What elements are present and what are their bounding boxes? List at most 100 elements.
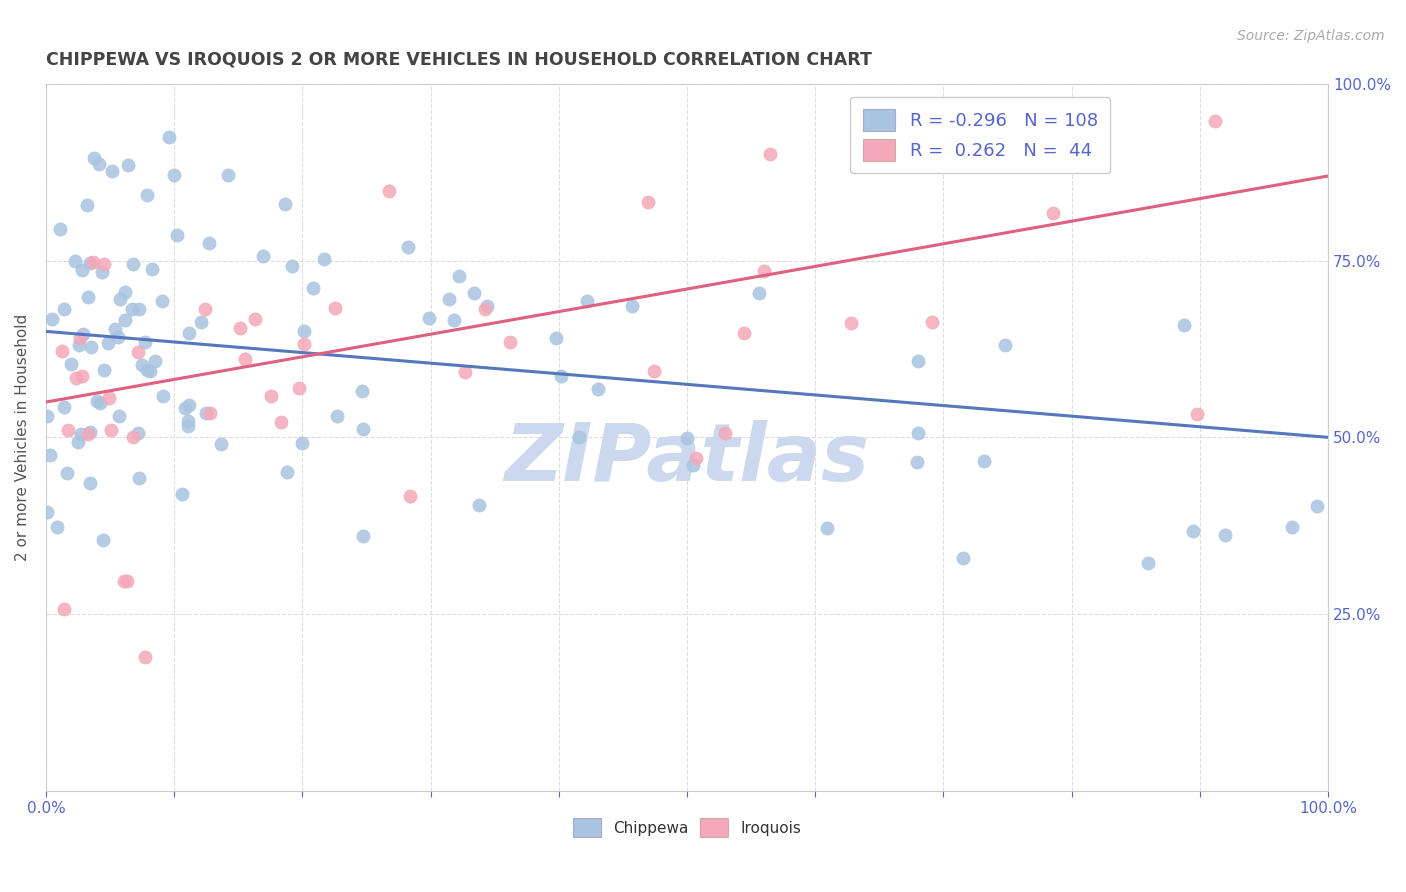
Point (66, 434, 89, 449)
Point (575, 294, 598, 309)
Point (190, 315, 212, 329)
Point (468, 498, 491, 512)
Point (676, 431, 699, 445)
Point (122, 257, 145, 271)
Point (449, 268, 471, 283)
Point (550, 369, 572, 384)
Point (139, 363, 162, 377)
Text: ZIPatlas: ZIPatlas (505, 419, 869, 498)
Point (49, 221, 72, 235)
Point (281, 259, 304, 273)
Point (65, 253, 87, 268)
Point (89, 395, 111, 409)
Point (292, 324, 315, 338)
Point (52, 302, 75, 317)
Point (682, 458, 704, 472)
Point (79, 256, 101, 270)
Point (396, 240, 419, 254)
Point (1185, 407, 1208, 421)
Point (418, 310, 440, 325)
Point (233, 351, 256, 366)
Point (1208, 62, 1230, 77)
Point (134, 334, 156, 349)
Point (77, 427, 100, 442)
Point (921, 316, 943, 330)
Point (907, 354, 929, 368)
Point (100, 423, 122, 437)
Point (93, 533, 115, 547)
Point (35, 505, 58, 519)
Point (637, 194, 659, 209)
Point (973, 454, 995, 468)
Point (128, 471, 150, 485)
Point (60, 357, 83, 371)
Point (135, 363, 157, 377)
Point (194, 406, 217, 420)
Point (748, 286, 770, 301)
Point (98, 391, 121, 405)
Point (733, 326, 755, 340)
Point (474, 302, 496, 317)
Point (1042, 205, 1064, 219)
Point (1213, 528, 1236, 542)
Point (398, 489, 420, 503)
Point (567, 430, 589, 444)
Point (122, 430, 145, 444)
Point (291, 435, 314, 450)
Point (759, 147, 782, 161)
Point (135, 187, 157, 202)
Point (76, 290, 98, 304)
Point (274, 197, 297, 211)
Legend: Chippewa, Iroquois: Chippewa, Iroquois (567, 812, 807, 843)
Point (179, 326, 201, 340)
Point (114, 285, 136, 299)
Point (685, 450, 707, 465)
Point (177, 414, 200, 428)
Point (217, 168, 239, 182)
Point (463, 286, 485, 301)
Y-axis label: 2 or more Vehicles in Household: 2 or more Vehicles in Household (15, 314, 30, 561)
Point (80, 340, 103, 354)
Point (152, 389, 174, 403)
Point (544, 331, 567, 345)
Point (115, 574, 138, 588)
Point (41, 312, 63, 326)
Point (643, 364, 665, 378)
Point (260, 389, 283, 403)
Point (82, 254, 104, 268)
Point (714, 425, 737, 440)
Point (131, 359, 153, 373)
Point (117, 158, 139, 172)
Point (352, 529, 374, 543)
Point (112, 574, 135, 588)
Point (141, 261, 163, 276)
Point (107, 329, 129, 343)
Point (72, 327, 94, 342)
Point (439, 293, 461, 307)
Point (905, 455, 928, 469)
Point (1181, 524, 1204, 538)
Point (108, 409, 131, 423)
Point (65, 370, 87, 384)
Point (245, 312, 267, 326)
Point (53, 400, 76, 414)
Point (952, 551, 974, 566)
Point (378, 185, 401, 199)
Point (170, 486, 193, 500)
Point (228, 321, 250, 335)
Point (37, 409, 59, 423)
Point (586, 382, 609, 396)
Point (114, 313, 136, 327)
Point (79, 425, 101, 440)
Point (143, 354, 166, 368)
Point (288, 381, 311, 395)
Point (177, 398, 200, 412)
Point (38, 448, 60, 462)
Point (475, 299, 498, 313)
Point (93, 257, 115, 271)
Point (173, 401, 195, 416)
Point (352, 422, 374, 436)
Point (839, 317, 862, 331)
Point (270, 415, 292, 429)
Point (177, 419, 200, 434)
